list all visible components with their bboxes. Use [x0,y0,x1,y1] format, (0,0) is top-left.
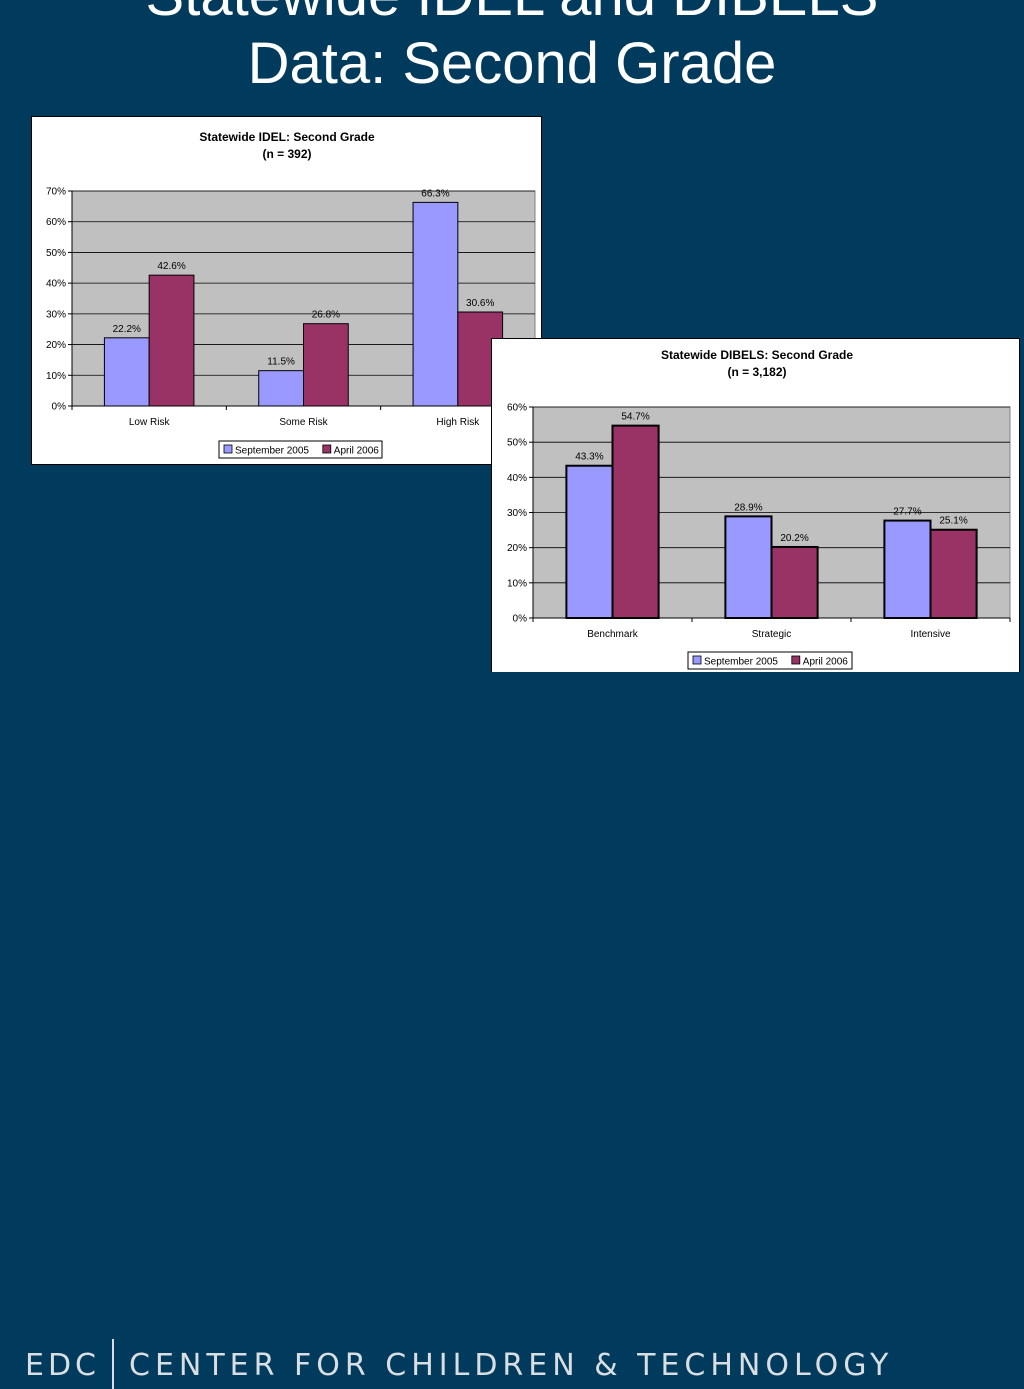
idel-legend-swatch [223,444,233,454]
dibels-bar [724,515,773,619]
idel-legend-label: September 2005 [235,446,309,457]
dibels-legend-swatch [692,655,702,665]
dibels-x-tick-label: Benchmark [587,629,639,640]
dibels-y-tick-label: 30% [507,508,527,519]
idel-y-tick-label: 30% [46,309,66,320]
idel-legend [218,440,383,459]
idel-data-label: 42.6% [157,261,185,272]
idel-y-tick-label: 10% [46,371,66,382]
idel-bar [103,337,150,407]
dibels-y-tick-label: 20% [507,543,527,554]
idel-data-label: 11.5% [267,357,295,368]
dibels-legend-label: April 2006 [803,657,848,668]
footer-name: CENTER FOR CHILDREN & TECHNOLOGY [129,1348,894,1383]
slide-title-line2: Data: Second Grade [247,31,777,96]
idel-chart: Statewide IDEL: Second Grade (n = 392) 0% 1… [31,116,542,465]
dibels-bar [611,424,660,619]
idel-x-tick-label: Some Risk [279,417,328,428]
dibels-x-tick-label: Intensive [910,629,950,640]
dibels-x-tick-label: Strategic [752,629,791,640]
dibels-data-label: 28.9% [734,502,762,513]
footer-divider [112,1339,114,1389]
idel-y-tick-label: 50% [46,248,66,259]
dibels-y-tick-label: 50% [507,438,527,449]
idel-legend-swatch [322,444,332,454]
idel-bar [412,201,459,407]
dibels-legend [687,651,853,670]
dibels-data-label: 43.3% [575,452,603,463]
idel-legend-label: April 2006 [334,446,379,457]
idel-y-tick-label: 60% [46,217,66,228]
dibels-data-label: 27.7% [893,507,921,518]
dibels-chart-svg: Statewide DIBELS: Second Grade (n = 3,182… [507,348,1011,670]
footer-org: EDC [25,1348,101,1383]
idel-data-label: 26.8% [312,310,340,321]
dibels-subtitle: (n = 3,182) [727,365,786,379]
idel-data-label: 30.6% [466,298,494,309]
idel-y-tick-label: 70% [46,187,66,198]
dibels-data-label: 54.7% [621,412,649,423]
slide-title: Statewide IDEL and DIBELS Data: Second G… [0,0,1024,98]
dibels-y-tick-label: 40% [507,473,527,484]
idel-bar [148,274,195,407]
dibels-y-tick-label: 0% [513,614,528,625]
dibels-title: Statewide DIBELS: Second Grade [661,348,853,362]
dibels-bar [929,528,978,620]
dibels-data-label: 25.1% [939,516,967,527]
dibels-y-tick-label: 60% [507,403,527,414]
idel-title: Statewide IDEL: Second Grade [199,130,375,144]
dibels-chart: Statewide DIBELS: Second Grade (n = 3,182… [491,338,1020,674]
idel-subtitle: (n = 392) [262,147,311,161]
idel-x-tick-label: High Risk [436,417,480,428]
dibels-data-label: 20.2% [780,533,808,544]
idel-chart-svg: Statewide IDEL: Second Grade (n = 392) 0% 1… [46,130,536,459]
dibels-legend-swatch [791,655,801,665]
dibels-bar [565,464,614,619]
idel-y-tick-label: 20% [46,340,66,351]
idel-data-label: 66.3% [421,188,449,199]
slide-title-line1: Statewide IDEL and DIBELS [0,0,1024,30]
footer: EDC CENTER FOR CHILDREN & TECHNOLOGY [0,672,1024,1389]
idel-data-label: 22.2% [113,324,141,335]
idel-y-tick-label: 40% [46,279,66,290]
dibels-y-tick-label: 10% [507,578,527,589]
idel-bar [258,370,304,407]
dibels-bar [770,545,819,619]
idel-x-tick-label: Low Risk [129,417,171,428]
dibels-bar [883,519,932,619]
idel-bar [303,323,349,407]
dibels-legend-label: September 2005 [704,657,778,668]
idel-y-tick-label: 0% [52,402,67,413]
